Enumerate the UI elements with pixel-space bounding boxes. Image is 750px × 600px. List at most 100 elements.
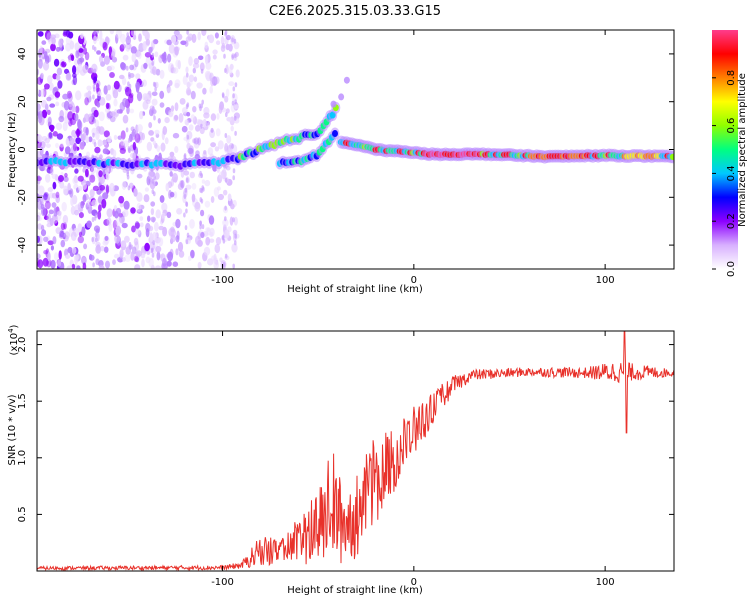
spectrogram-noise-cell [138, 204, 145, 210]
spectrogram-noise-cell [97, 210, 102, 220]
spectrogram-noise-cell [171, 34, 177, 44]
spectrogram-noise-cell [188, 56, 193, 66]
spectrogram-noise-cell [49, 103, 56, 108]
spectrogram-noise-cell [216, 186, 221, 191]
spectrogram-noise-cell [75, 90, 82, 101]
spectrogram-noise-cell [39, 146, 44, 156]
spectrogram-noise-cell [116, 109, 123, 114]
spectrogram-streak-cell [233, 38, 237, 44]
spectrogram-noise-cell [73, 227, 79, 237]
spectrogram-streak-cell [126, 32, 129, 38]
snr-y-tick-label: 1.0 [17, 450, 28, 466]
spectrogram-noise-cell [168, 189, 172, 199]
snr-y-tick: 1.5 [17, 393, 674, 409]
spectrogram-noise-cell [67, 246, 73, 254]
spectrogram-noise-cell [63, 185, 68, 196]
spectrogram-noise-cell [174, 46, 179, 56]
spectrogram-noise-cell [53, 58, 60, 67]
spectrogram-y-tick-label: -20 [17, 189, 28, 205]
spectrogram-noise-cell [203, 150, 207, 155]
spectrogram-noise-cell [105, 172, 110, 181]
spectrogram-noise-cell [91, 199, 98, 207]
spectrogram-streak-cell [234, 53, 237, 59]
spectrogram-noise-cell [138, 131, 144, 141]
signal-tail-cell [330, 100, 337, 108]
spectrogram-noise-cell [128, 93, 134, 104]
spectrogram-noise-cell [51, 173, 58, 180]
spectrogram-noise-cell [218, 104, 223, 114]
colorbar: 0.0 0.2 0.4 0.6 0.8 Normalized spectral ampl… [712, 30, 748, 277]
spectrogram-noise-cell [86, 200, 93, 208]
spectrogram-noise-cell [165, 182, 170, 192]
spectrogram-noise-cell [145, 256, 151, 264]
spectrogram-noise-cell [113, 134, 118, 140]
spectrogram-noise-cell [47, 54, 52, 63]
spectrogram-streak-cell [92, 132, 95, 138]
spectrogram-noise-cell [177, 59, 181, 70]
spectrogram-noise-cell [47, 251, 51, 262]
spectrogram-noise-cell [187, 147, 194, 154]
spectrogram-noise-cell [107, 135, 112, 143]
spectrogram-noise-cell [200, 209, 205, 217]
spectrogram-noise-cell [80, 200, 85, 209]
spectrogram-noise-cell [38, 116, 45, 126]
spectrogram-noise-cell [161, 263, 168, 269]
spectrogram-noise-cell [160, 142, 166, 152]
spectrogram-noise-cell [167, 53, 172, 63]
spectrogram-noise-cell [169, 151, 175, 157]
spectrogram-noise-cell [195, 124, 201, 132]
spectrogram-streak-cell [92, 84, 96, 90]
spectrogram-y-tick: -20 [17, 189, 674, 205]
spectrogram-noise-cell [189, 219, 195, 229]
spectrogram-noise-cell [114, 233, 120, 244]
spectrogram-x-tick-label: -100 [211, 275, 234, 286]
spectrogram-noise-cell [38, 194, 45, 202]
spectrogram-noise-cell [110, 111, 116, 117]
spectrogram-noise-cell [134, 222, 141, 229]
spectrogram-noise-cell [178, 250, 185, 258]
spectrogram-y-tick-label: 40 [17, 48, 28, 61]
spectrogram-streak-cell [93, 118, 97, 124]
spectrogram-noise-cell [200, 231, 205, 239]
spectrogram-noise-cell [135, 73, 141, 80]
spectrogram-noise-cell [120, 43, 126, 49]
spectrogram-noise-cell [37, 259, 44, 269]
spectrogram-streak-cell [185, 239, 189, 245]
snr-multiplier: (x104) [7, 324, 20, 355]
spectrogram-streak-cell [151, 60, 154, 66]
spectrogram-noise-cell [37, 253, 41, 260]
spectrogram-streak-cell [186, 177, 189, 183]
spectrogram-noise-cell [190, 114, 196, 122]
spectrogram-noise-cell [188, 124, 194, 131]
spectrogram-streak-cell [127, 81, 130, 87]
spectrogram-noise-cell [175, 218, 181, 229]
spectrogram-noise-cell [48, 209, 54, 215]
spectrogram-noise-cell [225, 34, 231, 41]
spectrogram-noise-cell [154, 172, 160, 180]
spectrogram-noise-cell [99, 96, 106, 106]
spectrogram-noise-cell [151, 98, 158, 106]
spectrogram-streak-cell [127, 137, 131, 143]
spectrogram-noise-cell [37, 76, 43, 85]
spectrogram-noise-cell [225, 88, 230, 98]
spectrogram-noise-cell [150, 201, 156, 207]
snr-x-label: Height of straight line (km) [287, 585, 423, 596]
spectrogram-noise-cell [64, 68, 69, 75]
spectrogram-noise-cell [103, 130, 110, 138]
spectrogram-streak-cell [151, 247, 154, 253]
spectrogram-streak-cell [91, 217, 95, 222]
spectrogram-noise-cell [125, 44, 130, 49]
spectrogram-noise-cell [52, 181, 57, 190]
spectrogram-streak-cell [153, 175, 156, 181]
spectrogram-noise-cell [134, 264, 141, 269]
spectrogram-noise-cell [44, 83, 50, 90]
spectrogram-streak-cell [234, 233, 237, 239]
spectrogram-streak-cell [200, 123, 203, 129]
spectrogram-noise-cell [122, 257, 126, 262]
spectrogram-noise-cell [105, 102, 110, 110]
spectrogram-noise-cell [66, 265, 73, 269]
spectrogram-streak-cell [224, 205, 227, 211]
spectrogram-noise-cell [117, 256, 124, 263]
spectrogram-noise-cell [37, 68, 40, 76]
spectrogram-noise-cell [40, 204, 45, 210]
